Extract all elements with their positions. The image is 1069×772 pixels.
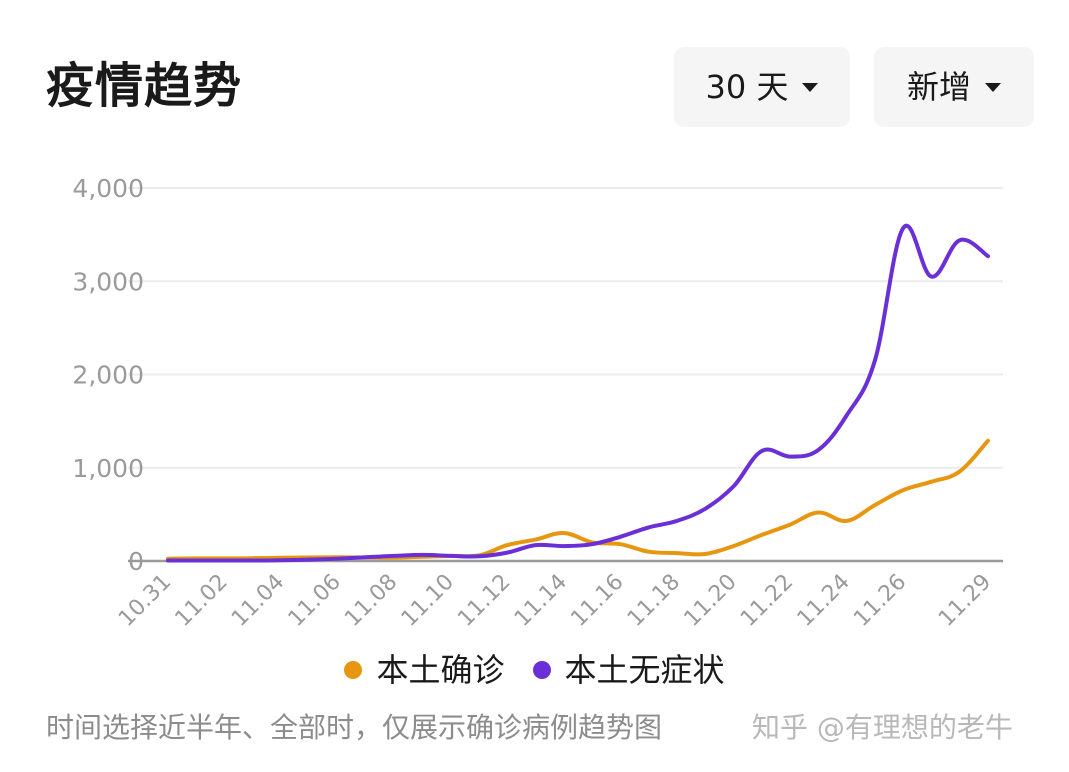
legend-dot-asymptomatic <box>532 661 551 679</box>
metric-dropdown[interactable]: 新增 <box>874 47 1034 127</box>
series-lines <box>166 223 990 563</box>
range-dropdown[interactable]: 30 天 <box>674 47 850 127</box>
x-tick-label: 10.31 <box>114 570 176 632</box>
x-tick-label: 11.10 <box>397 570 459 632</box>
x-tick-label: 11.14 <box>510 570 572 632</box>
y-tick-label: 2,000 <box>72 361 144 390</box>
y-tick-labels: 0 1,000 2,000 3,000 4,000 <box>72 174 144 576</box>
metric-dropdown-label: 新增 <box>906 68 971 106</box>
y-tick-label: 3,000 <box>72 267 144 296</box>
caret-down-icon <box>802 82 819 92</box>
caret-down-icon <box>985 82 1001 92</box>
series-line-confirmed <box>166 438 990 561</box>
x-tick-labels: 10.3111.0211.0411.0611.0811.1011.1211.14… <box>114 570 996 632</box>
x-tick-label: 11.18 <box>623 570 685 632</box>
x-tick-label: 11.16 <box>566 570 628 632</box>
legend-item-confirmed[interactable]: 本土确诊 <box>344 648 505 692</box>
x-tick-label: 11.22 <box>736 570 798 632</box>
x-tick-label: 11.20 <box>680 570 742 632</box>
x-tick-label: 11.04 <box>227 570 289 632</box>
chart-footnote: 时间选择近半年、全部时，仅展示确诊病例趋势图 <box>46 711 663 744</box>
x-tick-label: 11.02 <box>171 570 233 632</box>
grid-lines <box>128 187 1003 563</box>
x-tick-label: 11.06 <box>284 570 346 632</box>
legend-dot-confirmed <box>344 661 363 679</box>
watermark: 知乎 @有理想的老牛 <box>752 711 1013 744</box>
legend-label-confirmed: 本土确诊 <box>376 651 505 689</box>
legend-label-asymptomatic: 本土无症状 <box>564 651 725 689</box>
page-title: 疫情趋势 <box>46 58 243 114</box>
x-tick-label: 11.26 <box>849 570 911 632</box>
legend-item-asymptomatic[interactable]: 本土无症状 <box>532 648 725 692</box>
y-tick-label: 1,000 <box>72 454 144 483</box>
x-tick-label: 11.29 <box>934 570 996 632</box>
series-line-asymptomatic <box>166 223 990 563</box>
range-dropdown-label: 30 天 <box>705 68 789 106</box>
x-tick-label: 11.08 <box>340 570 402 632</box>
x-tick-label: 11.24 <box>793 570 855 632</box>
chart-legend: 本土确诊 本土无症状 <box>0 648 1069 692</box>
y-tick-label: 0 <box>128 547 144 576</box>
y-tick-label: 4,000 <box>72 174 144 203</box>
x-tick-label: 11.12 <box>453 570 515 632</box>
